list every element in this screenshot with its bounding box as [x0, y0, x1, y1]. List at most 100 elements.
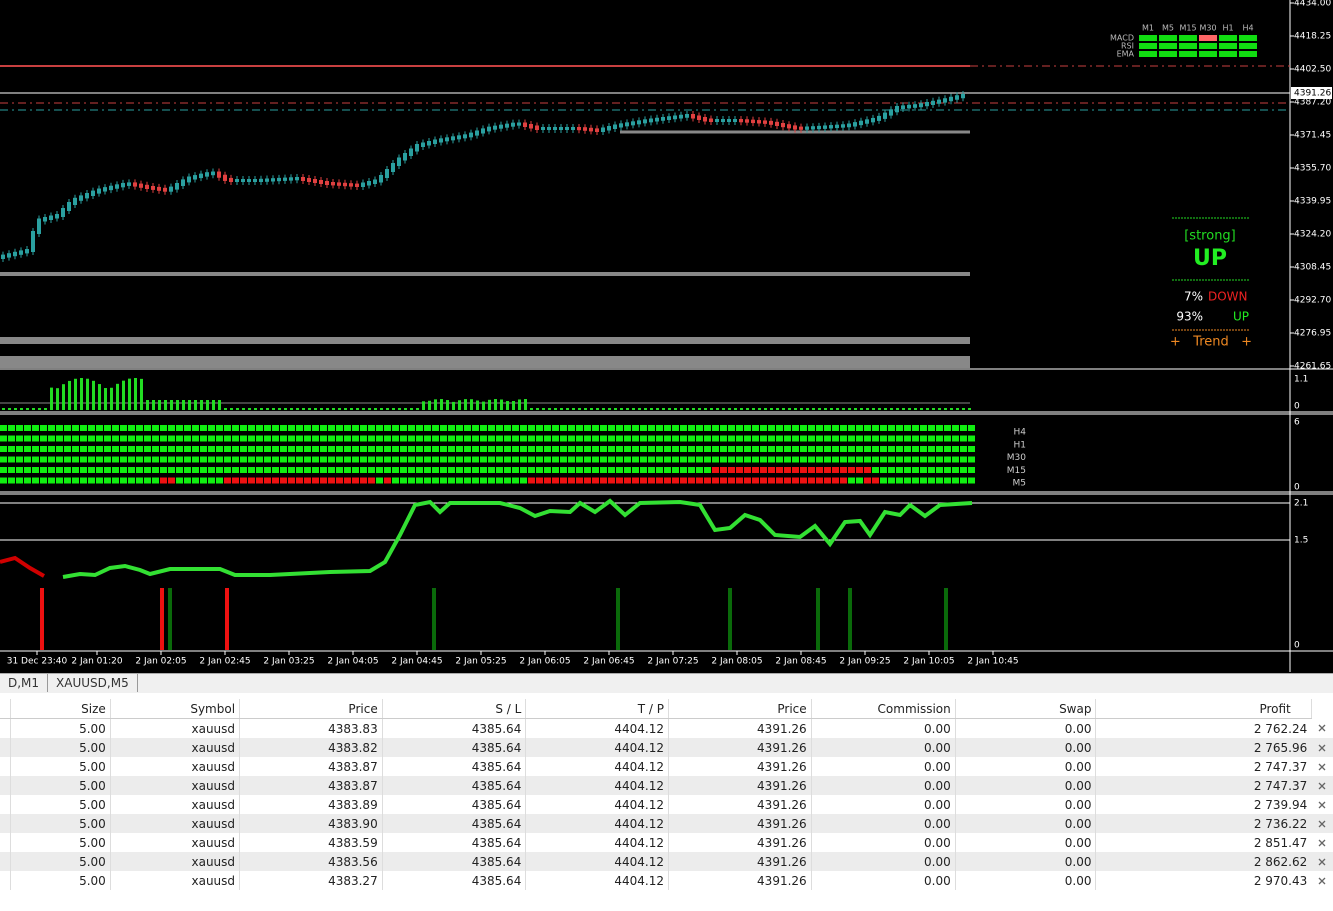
histogram-bar	[50, 387, 53, 410]
strength-cell	[552, 446, 559, 452]
strength-cell	[336, 467, 343, 473]
candle	[835, 124, 839, 129]
cell: xauusd	[110, 795, 241, 814]
strength-cell	[744, 467, 751, 473]
column-header: T / P	[525, 699, 669, 719]
strength-cell	[528, 456, 535, 463]
strength-cell	[928, 425, 935, 431]
strength-cell	[584, 477, 591, 484]
cell: 5.00	[10, 871, 111, 890]
mtf-cell	[1179, 51, 1197, 57]
candle	[955, 95, 959, 100]
histogram-bar	[392, 408, 395, 410]
strength-cell	[128, 456, 135, 463]
strength-cell	[544, 456, 551, 463]
histogram-bar	[404, 408, 407, 410]
histogram-bar	[890, 408, 893, 410]
strength-cell	[888, 435, 895, 442]
strength-cell	[512, 456, 519, 463]
mtf-cell	[1159, 35, 1177, 41]
candle	[319, 180, 323, 184]
candle	[235, 179, 239, 182]
histogram-bar	[20, 408, 23, 410]
strength-cell	[264, 477, 271, 484]
cell: xauusd	[110, 776, 241, 795]
histogram-bar	[176, 400, 179, 410]
strength-cell	[912, 477, 919, 484]
close-button[interactable]	[1311, 814, 1333, 833]
strength-cell	[864, 435, 871, 442]
strength-cell	[72, 435, 79, 442]
cell: xauusd	[110, 814, 241, 833]
candle	[721, 119, 725, 122]
candle	[241, 179, 245, 182]
strength-cell	[144, 425, 151, 431]
strength-cell	[344, 456, 351, 463]
histogram-bar	[146, 400, 149, 410]
strength-cell	[568, 425, 575, 431]
close-button[interactable]	[1311, 833, 1333, 852]
candle	[145, 184, 149, 189]
cell: 0.00	[955, 852, 1097, 871]
cell: 4391.26	[668, 852, 812, 871]
strength-cell	[856, 467, 863, 473]
trend-label: + Trend +	[1170, 335, 1252, 350]
strength-cell	[184, 435, 191, 442]
strength-cell	[584, 456, 591, 463]
strength-cell	[344, 425, 351, 431]
strength-cell	[848, 477, 855, 484]
close-button[interactable]	[1311, 776, 1333, 795]
volume-histogram	[2, 378, 971, 410]
strength-cell	[440, 435, 447, 442]
candle	[1, 254, 5, 259]
close-button[interactable]	[1311, 852, 1333, 871]
strength-cell	[112, 435, 119, 442]
strength-cell	[448, 435, 455, 442]
strength-cell	[664, 435, 671, 442]
strength-cell	[64, 446, 71, 452]
strength-cell	[896, 456, 903, 463]
chart-tab[interactable]: D,M1	[0, 674, 49, 692]
strength-cell	[320, 446, 327, 452]
candle	[31, 231, 35, 252]
strength-cell	[64, 425, 71, 431]
close-button[interactable]	[1311, 738, 1333, 757]
close-button[interactable]	[1311, 757, 1333, 776]
strength-cell	[712, 477, 719, 484]
strength-cell	[16, 477, 23, 484]
strength-cell	[576, 435, 583, 442]
histogram-bar	[740, 408, 743, 410]
strength-cell	[688, 425, 695, 431]
strength-cell	[464, 425, 471, 431]
candle	[133, 182, 137, 187]
candle	[277, 177, 281, 182]
close-button[interactable]	[1311, 795, 1333, 814]
strength-cell	[112, 446, 119, 452]
strength-cell	[136, 467, 143, 473]
strength-cell	[872, 456, 879, 463]
cell: 4404.12	[525, 718, 669, 738]
close-button[interactable]	[1311, 719, 1333, 739]
candle	[601, 127, 605, 132]
candle	[775, 121, 779, 126]
strength-cell	[288, 456, 295, 463]
cell: 2 970.43	[1253, 873, 1308, 888]
strength-cell	[952, 467, 959, 473]
strength-cell	[696, 446, 703, 452]
close-button[interactable]	[1311, 871, 1333, 890]
strength-cell	[160, 477, 167, 484]
strength-cell	[616, 446, 623, 452]
current-price: 4391.26	[1294, 89, 1331, 99]
chart-tab[interactable]: XAUUSD,M5	[48, 674, 138, 692]
candle	[505, 123, 509, 128]
strength-cell	[584, 435, 591, 442]
candle	[571, 127, 575, 130]
strength-cell	[192, 446, 199, 452]
strength-cell	[880, 435, 887, 442]
strength-cell	[208, 435, 215, 442]
candle	[157, 186, 161, 191]
strength-cell	[632, 435, 639, 442]
strength-cell	[200, 467, 207, 473]
strength-cell	[8, 477, 15, 484]
strength-cell	[824, 477, 831, 484]
